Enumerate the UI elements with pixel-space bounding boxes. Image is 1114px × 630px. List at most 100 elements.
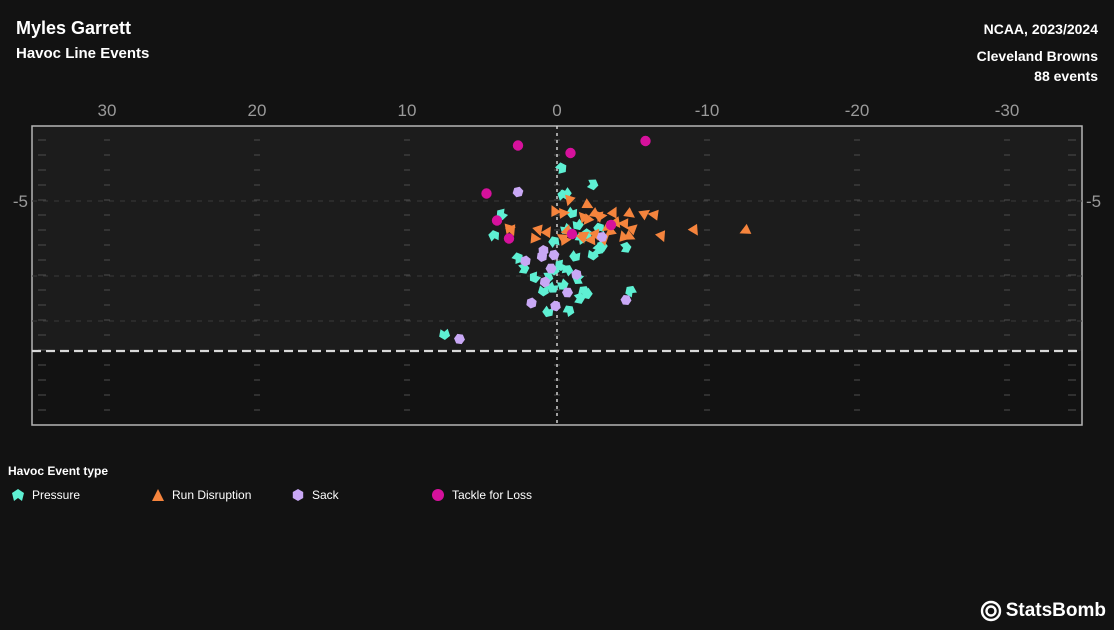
legend-item-pressure: Pressure [10, 486, 80, 504]
run-disruption-point [530, 232, 542, 244]
pressure-point [546, 281, 559, 293]
y-tick-label: -5 [13, 192, 28, 211]
run-disruption-point [687, 223, 698, 236]
pressure-point [537, 285, 549, 297]
pressure-point [573, 292, 585, 304]
legend-title: Havoc Event type [8, 464, 109, 478]
sack-point [538, 244, 549, 257]
competition-label: NCAA, 2023/2024 [983, 21, 1098, 37]
run-disruption-point [505, 224, 516, 237]
tackle-for-loss-point [512, 140, 524, 151]
pressure-point [578, 286, 590, 298]
run-disruption-point [560, 234, 572, 246]
run-disruption-point [532, 224, 543, 237]
run-disruption-point [583, 213, 595, 225]
legend-item-sack: Sack [290, 486, 339, 504]
sack-point [550, 300, 561, 312]
legend-label: Pressure [32, 488, 81, 502]
run-disruption-point [638, 209, 651, 221]
sack-point [571, 269, 582, 280]
circle-icon [432, 489, 444, 501]
legend-label: Sack [312, 488, 339, 502]
run-disruption-point [623, 229, 636, 240]
pressure-point [566, 206, 578, 219]
run-disruption-point [617, 218, 629, 230]
sack-point [596, 231, 608, 243]
legend-item-tackle-for-loss: Tackle for Loss [430, 486, 532, 504]
run-disruption-point [623, 207, 635, 218]
run-disruption-point [654, 230, 666, 243]
x-tick-label: -10 [695, 101, 720, 120]
pressure-point [562, 305, 575, 318]
pressure-point [555, 259, 567, 272]
y-tick-label: -5 [1086, 192, 1101, 211]
x-tick-label: 10 [398, 101, 417, 120]
pressure-point [548, 236, 560, 248]
tackle-for-loss-point [566, 228, 578, 240]
sack-point [561, 287, 574, 298]
x-tick-label: 20 [248, 101, 267, 120]
x-tick-label: -20 [845, 101, 870, 120]
tackle-for-loss-point [640, 135, 651, 147]
pressure-point [556, 278, 569, 290]
x-tick-label: 30 [98, 101, 117, 120]
pressure-point [587, 249, 599, 261]
pressure-point [554, 162, 567, 174]
tackle-for-loss-point [605, 219, 617, 231]
sack-point [520, 255, 531, 267]
legend-item-run-disruption: Run Disruption [150, 486, 251, 504]
statsbomb-logo: StatsBomb [980, 600, 1106, 622]
run-disruption-point [606, 206, 617, 219]
triangle-icon [152, 489, 164, 501]
havoc-scatter-chart: 30 20 10 0 -10 -20 -30 -5 -5 [13, 101, 1101, 426]
run-disruption-point [540, 226, 551, 239]
sack-point [548, 249, 560, 261]
run-disruption-point [581, 198, 594, 209]
run-disruption-point [647, 209, 659, 221]
pressure-icon [12, 489, 24, 501]
hexagon-icon [292, 489, 304, 501]
pressure-point [529, 271, 542, 284]
team-label: Cleveland Browns [976, 48, 1098, 64]
pressure-point [586, 179, 599, 191]
chart-subtitle: Havoc Line Events [16, 45, 150, 62]
statsbomb-logo-icon [980, 600, 1001, 622]
pressure-point [561, 265, 574, 277]
sack-point [539, 276, 551, 288]
pressure-point [572, 218, 584, 231]
tackle-for-loss-point [565, 147, 576, 159]
run-disruption-point [551, 205, 562, 217]
player-name: Myles Garrett [16, 18, 132, 38]
pressure-point [511, 252, 523, 265]
sack-point [454, 333, 465, 345]
legend-label: Tackle for Loss [452, 488, 533, 502]
sack-point [545, 263, 557, 274]
tackle-for-loss-point [491, 215, 503, 226]
x-tick-label: -30 [995, 101, 1020, 120]
run-disruption-point [565, 194, 576, 207]
pressure-point [569, 250, 581, 262]
x-tick-label: 0 [552, 101, 561, 120]
run-disruption-point [596, 211, 608, 222]
run-disruption-point [575, 232, 587, 244]
run-disruption-point [605, 225, 617, 236]
brand-name: StatsBomb [1005, 600, 1106, 621]
pressure-point [620, 241, 632, 253]
pressure-point [560, 187, 572, 199]
run-disruption-point [739, 223, 752, 234]
tackle-for-loss-point [503, 233, 515, 244]
pressure-point [488, 230, 500, 242]
tackle-for-loss-point [481, 188, 492, 199]
pressure-point [625, 285, 637, 298]
run-disruption-point [578, 211, 590, 224]
sack-point [526, 297, 537, 309]
sack-point [620, 294, 632, 306]
pressure-point [542, 305, 554, 318]
run-disruption-point [584, 234, 596, 246]
event-count: 88 events [1034, 68, 1098, 84]
legend-label: Run Disruption [172, 488, 252, 502]
run-disruption-point [626, 224, 638, 236]
run-disruption-point [559, 207, 570, 219]
pressure-point [439, 328, 451, 340]
sack-point [512, 186, 524, 198]
